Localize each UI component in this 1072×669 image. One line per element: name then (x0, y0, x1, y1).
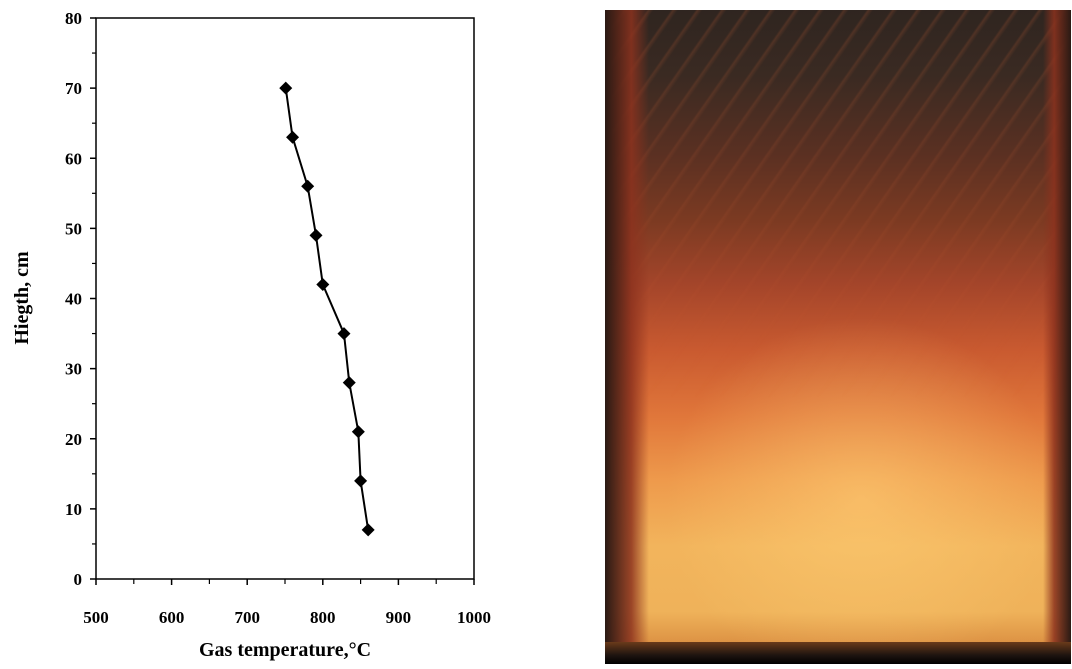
data-point-marker (279, 81, 293, 95)
data-point-marker (286, 130, 300, 144)
flame-left-wall (605, 10, 649, 664)
x-tick-label: 800 (310, 608, 336, 627)
y-tick-label: 20 (65, 430, 82, 449)
y-tick-label: 50 (65, 219, 82, 238)
x-tick-label: 500 (83, 608, 109, 627)
data-point-marker (316, 277, 330, 291)
y-tick-label: 10 (65, 500, 82, 519)
y-tick-label: 80 (65, 9, 82, 28)
data-point-marker (354, 474, 368, 488)
series-line (284, 87, 370, 531)
flame-photo (605, 10, 1071, 664)
data-point-marker (342, 376, 356, 390)
flame-right-wall (1043, 10, 1071, 664)
flame-glow (605, 10, 1071, 664)
x-tick-label: 1000 (457, 608, 491, 627)
data-point-marker (309, 228, 323, 242)
plot-area (95, 17, 475, 580)
y-tick-label: 40 (65, 290, 82, 309)
y-tick-label: 0 (74, 570, 83, 589)
x-tick-label: 600 (159, 608, 185, 627)
line-chart: 0 10 20 30 40 50 60 70 80 500 600 700 800 900 1000 Ga… (11, 9, 491, 661)
x-axis-title: Gas temperature,°C (199, 639, 371, 661)
x-axis-ticks (95, 579, 475, 585)
flame-streaks (605, 10, 1071, 403)
x-axis-tick-labels: 500 600 700 800 900 1000 (83, 608, 491, 627)
y-axis-tick-labels: 0 10 20 30 40 50 60 70 80 (65, 9, 82, 589)
y-tick-label: 70 (65, 79, 82, 98)
x-tick-label: 700 (234, 608, 260, 627)
flame-base (605, 642, 1071, 664)
series-markers (279, 81, 375, 537)
x-tick-label: 900 (386, 608, 412, 627)
y-tick-label: 30 (65, 360, 82, 379)
data-point-marker (337, 327, 351, 341)
data-point-marker (361, 523, 375, 537)
data-point-marker (351, 425, 365, 439)
y-axis-ticks (90, 17, 96, 580)
data-point-marker (301, 179, 315, 193)
y-axis-title: Hiegth, cm (11, 251, 33, 345)
y-tick-label: 60 (65, 149, 82, 168)
